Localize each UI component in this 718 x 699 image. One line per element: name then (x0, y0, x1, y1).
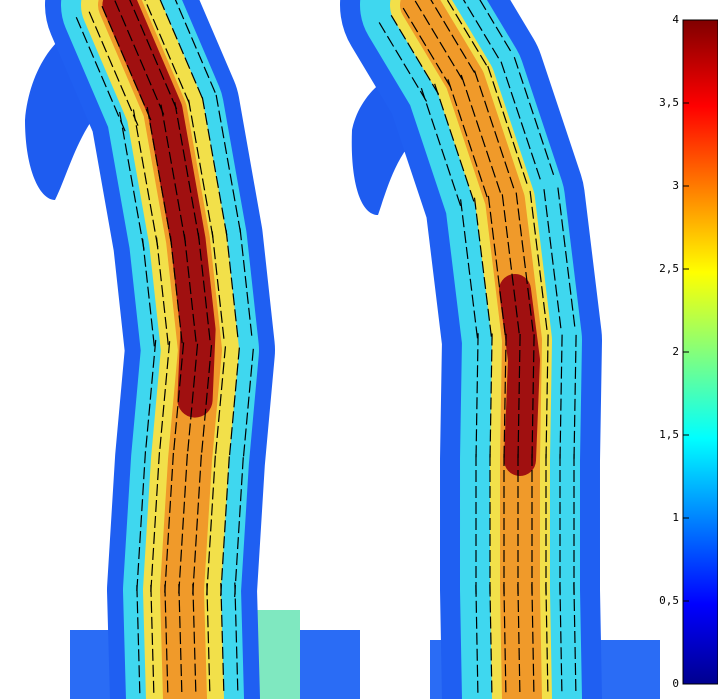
velocity-arrow (144, 467, 145, 479)
velocity-arrow (236, 569, 237, 581)
velocity-arrow (227, 488, 228, 500)
velocity-arrow (214, 472, 215, 484)
velocity-arrow (223, 552, 224, 564)
velocity-arrow (156, 500, 157, 512)
velocity-arrow (186, 470, 187, 482)
velocity-arrow (208, 567, 209, 579)
page: {"chart_data": {"type": "colorbar", "col… (0, 0, 718, 699)
velocity-arrow (173, 453, 174, 465)
colorbar-tick-label: 1 (672, 511, 679, 524)
velocity-arrow (213, 487, 214, 499)
colorbar-tick-label: 2,5 (659, 262, 679, 275)
velocity-arrow (199, 487, 200, 499)
velocity-arrow (224, 536, 225, 548)
velocity-arrow (226, 504, 227, 516)
velocity-arrow (237, 553, 238, 565)
velocity-arrow (243, 457, 244, 469)
colorbar-tick-label: 3,5 (659, 96, 679, 109)
velocity-arrow (212, 503, 213, 515)
velocity-arrow (239, 521, 240, 533)
velocity-arrow (158, 468, 159, 480)
velocity-arrow (195, 551, 196, 563)
velocity-arrow (194, 566, 195, 578)
velocity-arrow (238, 537, 239, 549)
velocity-arrow (240, 505, 241, 517)
figure: 0 0,5 1 1,5 2 2,5 3 3,5 4 (0, 0, 718, 699)
velocity-arrow (241, 489, 242, 501)
velocity-arrow (157, 484, 158, 496)
velocity-arrow (166, 565, 167, 577)
velocity-fields (25, 0, 660, 699)
velocity-arrow (167, 549, 168, 561)
velocity-arrow (139, 547, 140, 559)
velocity-arrow (242, 473, 243, 485)
velocity-arrow (200, 471, 201, 483)
velocity-arrow (210, 535, 211, 547)
velocity-arrow (196, 535, 197, 547)
velocity-arrow (140, 531, 141, 543)
velocity-arrow (152, 564, 153, 576)
velocity-arrow (153, 548, 154, 560)
colorbar-tick-label: 3 (672, 179, 679, 192)
velocity-arrow (154, 532, 155, 544)
velocity-arrow (182, 534, 183, 546)
velocity-arrow (187, 454, 188, 466)
velocity-arrow (180, 566, 181, 578)
velocity-arrow (169, 517, 170, 529)
colorbar-tick-label: 0,5 (659, 594, 679, 607)
colorbar-tick-label: 2 (672, 345, 679, 358)
velocity-arrow (225, 520, 226, 532)
velocity-arrow (184, 502, 185, 514)
colorbar-tick-label: 1,5 (659, 428, 679, 441)
velocity-arrow (168, 533, 169, 545)
velocity-arrow (198, 503, 199, 515)
velocity-arrow (181, 550, 182, 562)
velocity-arrow (172, 469, 173, 481)
velocity-arrow (209, 551, 210, 563)
velocity-arrow (145, 451, 146, 463)
velocity-arrow (228, 472, 229, 484)
velocity-arrow (171, 485, 172, 497)
velocity-arrow (142, 499, 143, 511)
velocity-arrow (185, 486, 186, 498)
colorbar-tick-label: 4 (672, 13, 679, 26)
velocity-arrow (141, 515, 142, 527)
velocity-arrow (211, 519, 212, 531)
velocity-arrow (138, 563, 139, 575)
velocity-arrow (183, 518, 184, 530)
velocity-arrow (159, 452, 160, 464)
velocity-arrow (170, 501, 171, 513)
velocity-arrow (143, 483, 144, 495)
colorbar-tick-label: 0 (672, 677, 679, 690)
velocity-arrow (155, 516, 156, 528)
velocity-arrow (229, 456, 230, 468)
velocity-arrow (197, 519, 198, 531)
velocity-arrow (201, 455, 202, 467)
velocity-arrow (222, 568, 223, 580)
velocity-arrow (215, 456, 216, 468)
